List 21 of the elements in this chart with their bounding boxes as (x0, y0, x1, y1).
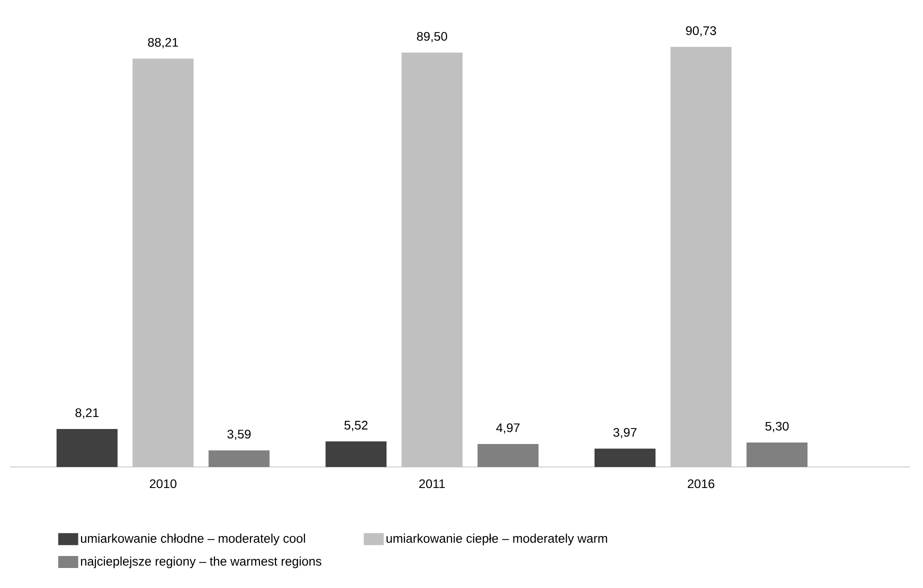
x-tick-label: 2016 (688, 479, 714, 488)
data-label: 3,59 (227, 430, 251, 440)
bar (402, 52, 463, 467)
legend-label: umiarkowanie chłodne – moderately cool (81, 534, 305, 546)
data-label: 5,52 (344, 420, 368, 432)
bar (670, 46, 732, 467)
x-tick-label: 2010 (150, 479, 176, 488)
bar (56, 428, 118, 467)
bar (326, 441, 387, 467)
data-label: 5,30 (765, 422, 789, 432)
bar (132, 58, 194, 467)
data-label: 89,50 (417, 32, 448, 42)
data-label: 3,97 (613, 428, 637, 438)
data-label: 4,97 (496, 423, 520, 434)
x-tick-label: 2011 (419, 479, 445, 488)
data-label: 90,73 (686, 26, 716, 37)
legend-label: najcieplejsze regiony – the warmest regions (81, 556, 322, 568)
data-label: 88,21 (148, 38, 178, 48)
legend-label: umiarkowanie ciepłe – moderately warm (386, 534, 608, 546)
bar (594, 448, 656, 467)
data-label: 8,21 (75, 408, 99, 419)
